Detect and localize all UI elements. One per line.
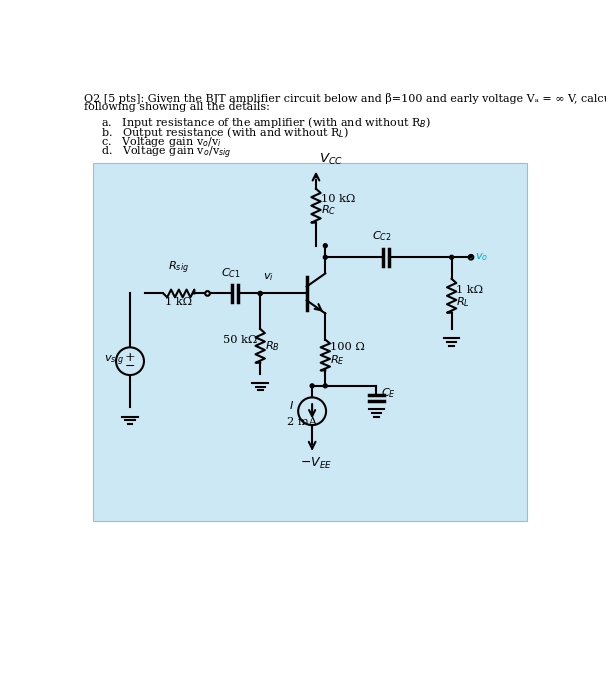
Text: $v_i$: $v_i$ [263,271,275,283]
Text: 10 kΩ: 10 kΩ [321,195,356,204]
Text: 2 mA: 2 mA [287,417,318,428]
Bar [93,162,527,521]
Text: a.   Input resistance of the amplifier (with and without R$_B$): a. Input resistance of the amplifier (wi… [101,115,431,130]
Text: $-V_{EE}$: $-V_{EE}$ [301,456,333,471]
Circle shape [258,291,262,295]
Text: $C_{C2}$: $C_{C2}$ [372,230,391,244]
Circle shape [450,256,453,259]
Text: $v_o$: $v_o$ [475,251,488,263]
Text: 1 kΩ: 1 kΩ [165,298,192,307]
Text: c.   Voltage gain v$_o$/v$_i$: c. Voltage gain v$_o$/v$_i$ [101,135,221,149]
Circle shape [324,256,327,259]
Text: b.   Output resistance (with and without R$_L$): b. Output resistance (with and without R… [101,125,348,140]
Text: Q2 [5 pts]: Given the BJT amplifier circuit below and β=100 and early voltage Vₐ: Q2 [5 pts]: Given the BJT amplifier circ… [84,93,606,104]
Text: 50 kΩ: 50 kΩ [223,335,258,344]
Text: $R_{sig}$: $R_{sig}$ [168,260,189,276]
Text: $C_{C1}$: $C_{C1}$ [221,266,241,279]
Text: $V_{CC}$: $V_{CC}$ [319,152,343,167]
Text: +: + [125,351,135,364]
Text: d.   Voltage gain v$_o$/v$_{sig}$: d. Voltage gain v$_o$/v$_{sig}$ [101,145,231,161]
Text: following showing all the details:: following showing all the details: [84,102,270,113]
Text: 1 kΩ: 1 kΩ [456,285,484,295]
Circle shape [310,384,314,388]
Text: −: − [125,360,135,373]
Text: $v_{sig}$: $v_{sig}$ [104,354,124,368]
Text: $R_E$: $R_E$ [330,353,345,367]
Text: $R_C$: $R_C$ [321,204,337,217]
Text: 100 Ω: 100 Ω [330,342,365,352]
Text: $R_L$: $R_L$ [456,295,470,309]
Text: $C_E$: $C_E$ [381,386,396,400]
Circle shape [324,384,327,388]
Text: $R_B$: $R_B$ [265,339,280,353]
Circle shape [258,291,262,295]
Circle shape [324,244,327,248]
Text: $I$: $I$ [289,399,294,411]
